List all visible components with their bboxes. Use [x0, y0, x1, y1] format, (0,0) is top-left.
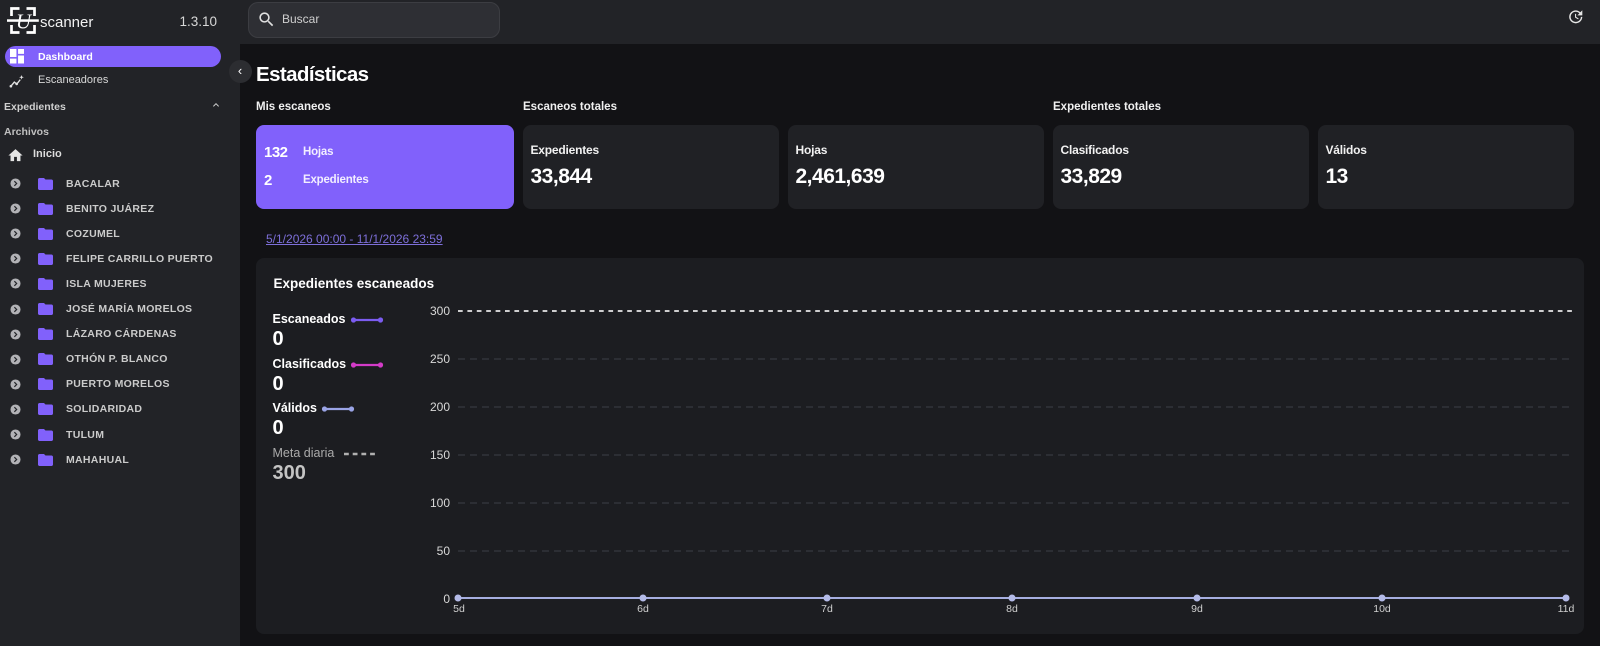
svg-text:8d: 8d: [1006, 603, 1018, 615]
svg-text:11d: 11d: [1557, 603, 1574, 615]
svg-text:100: 100: [429, 496, 449, 510]
svg-text:150: 150: [429, 448, 449, 462]
svg-text:5d: 5d: [453, 603, 465, 615]
svg-text:300: 300: [429, 304, 449, 318]
svg-text:200: 200: [429, 400, 449, 414]
svg-text:6d: 6d: [637, 603, 649, 615]
svg-text:0: 0: [443, 592, 450, 606]
svg-text:10d: 10d: [1373, 603, 1391, 615]
svg-text:7d: 7d: [821, 603, 833, 615]
svg-text:50: 50: [436, 544, 450, 558]
svg-text:250: 250: [429, 352, 449, 366]
svg-text:9d: 9d: [1191, 603, 1203, 615]
